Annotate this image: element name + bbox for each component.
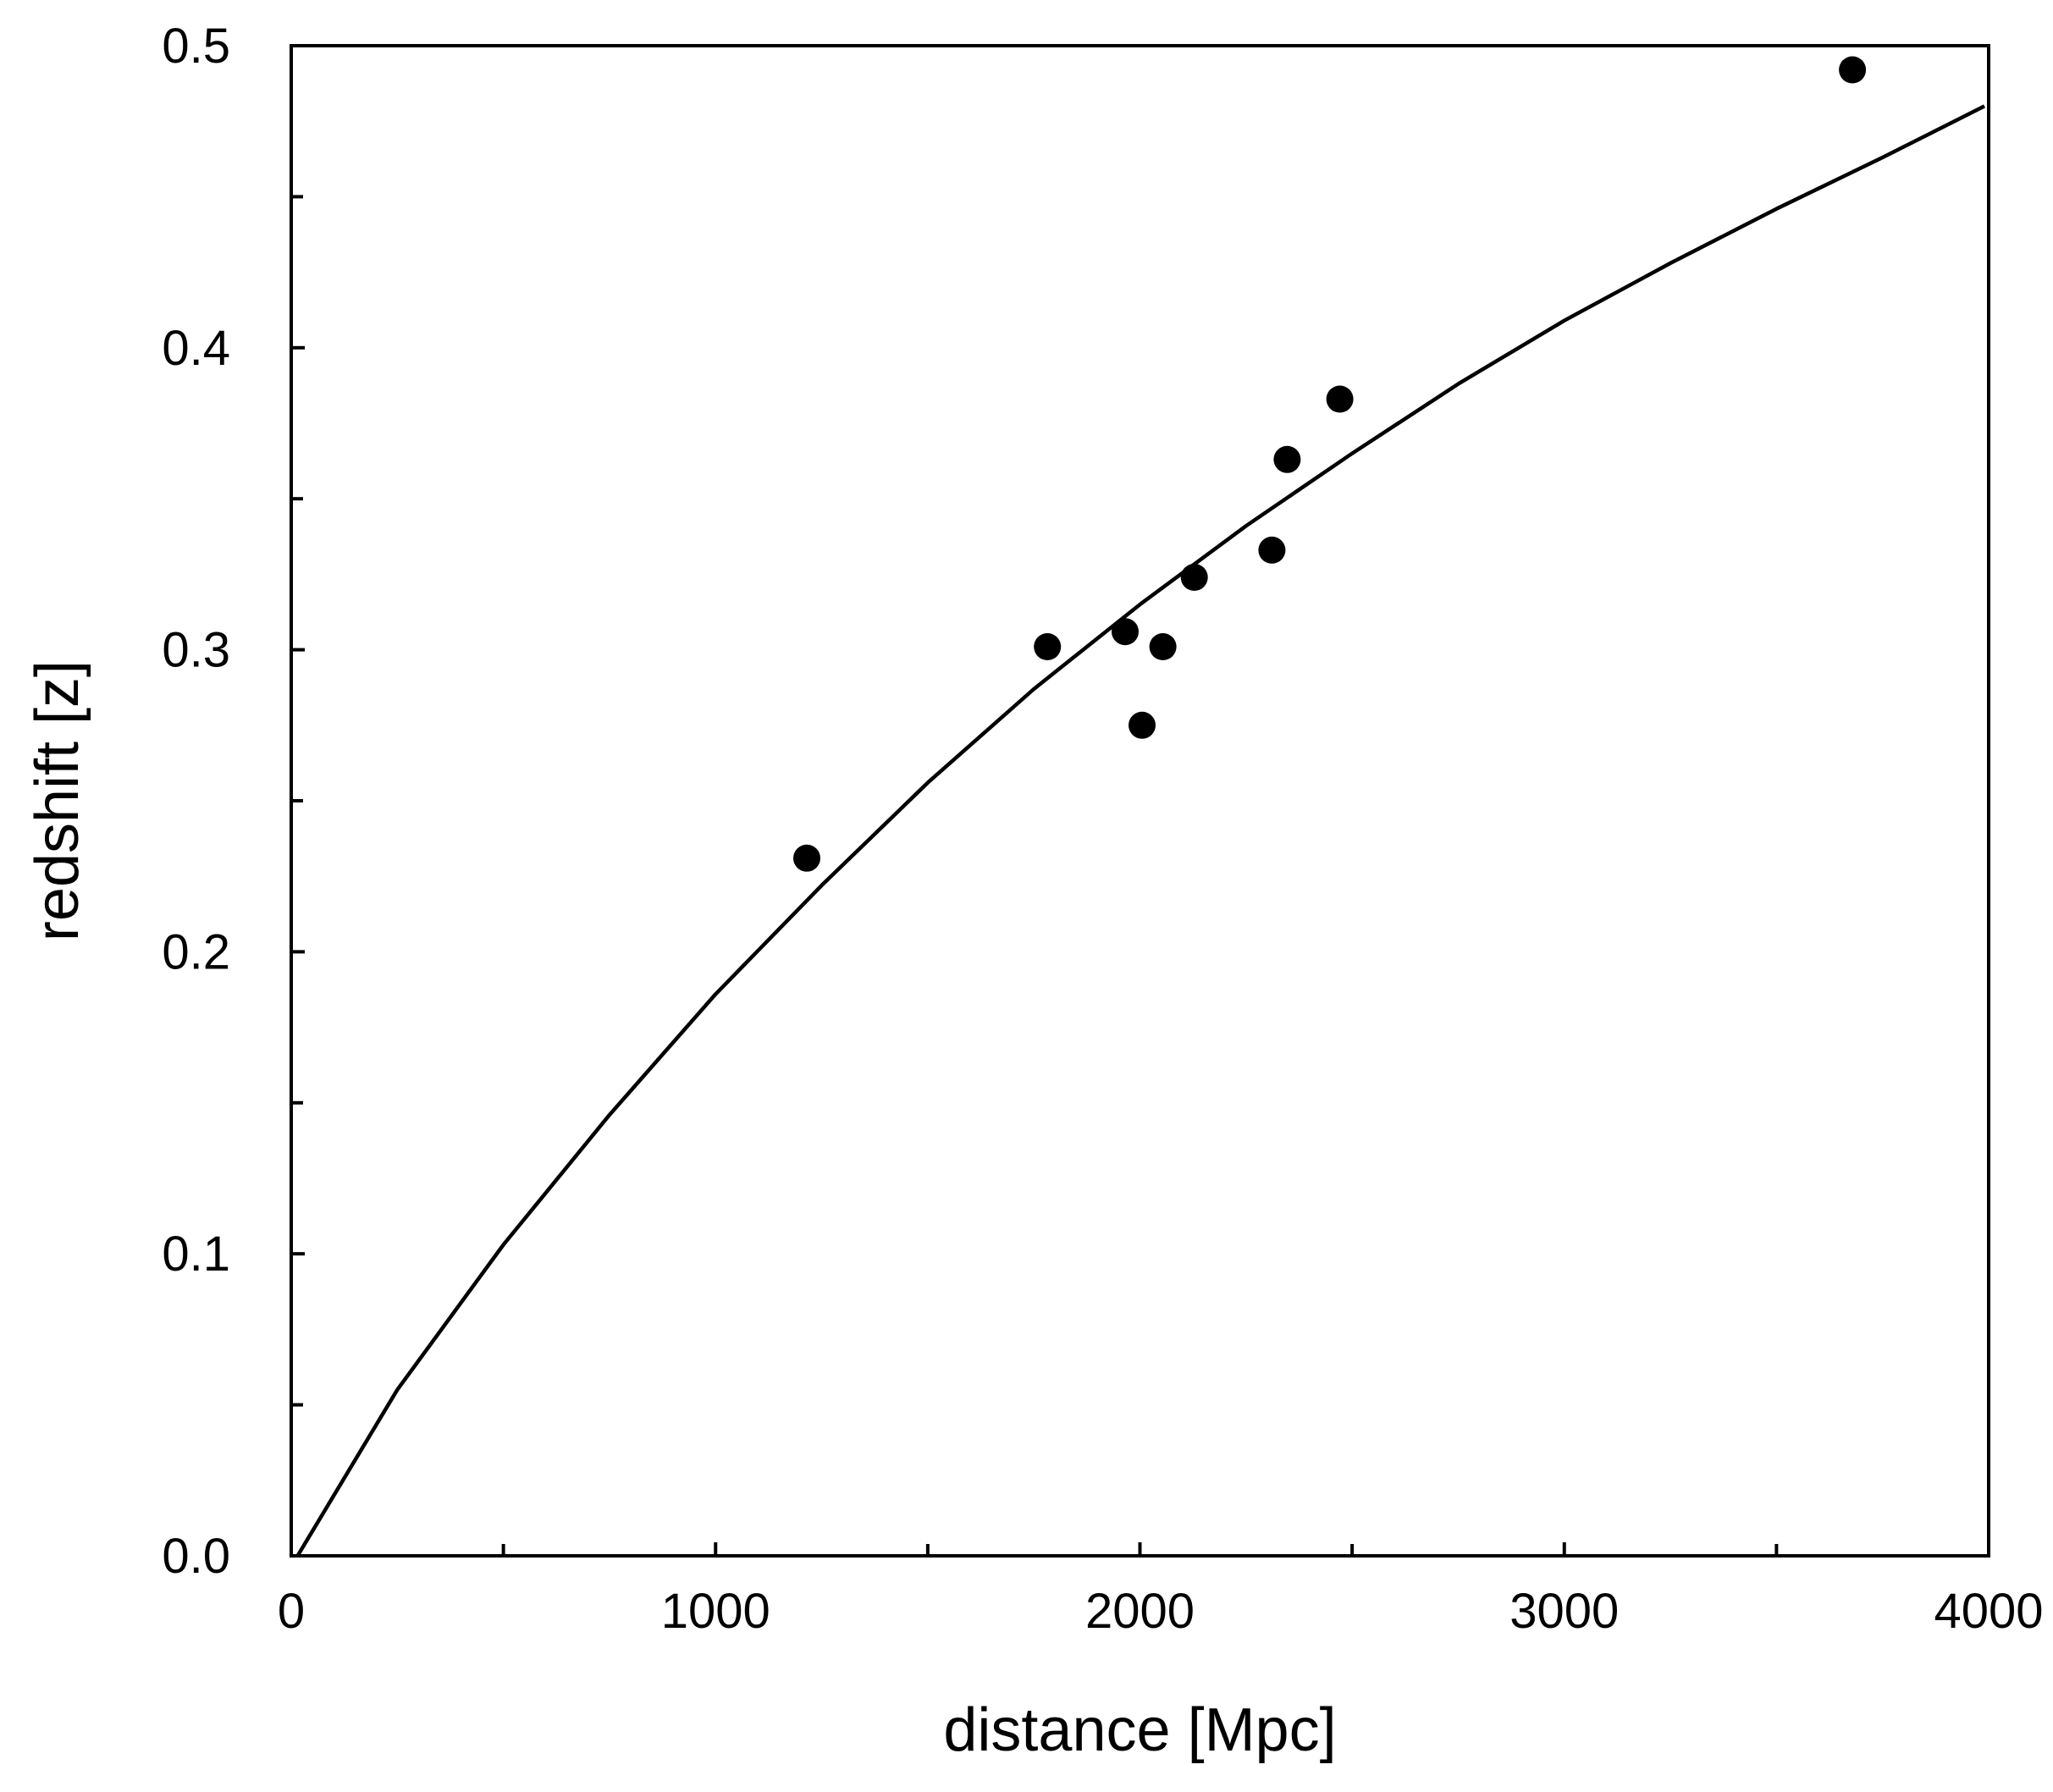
data-point xyxy=(1129,711,1156,739)
x-axis-title: distance [Mpc] xyxy=(943,1696,1336,1764)
data-point xyxy=(1034,633,1062,660)
points-layer xyxy=(793,56,1867,872)
tick-labels-layer: 0 1000 2000 3000 4000 0.0 0.1 0.2 0.3 0.4 0.5 xyxy=(162,19,2043,1639)
x-tick-label: 3000 xyxy=(1509,1584,1619,1639)
data-point xyxy=(1180,564,1208,591)
ticks-layer xyxy=(290,44,1990,1558)
data-point xyxy=(1273,445,1301,473)
x-tick-label: 1000 xyxy=(661,1584,770,1639)
data-point xyxy=(1839,56,1867,84)
data-point xyxy=(1326,385,1354,413)
x-tick-label: 4000 xyxy=(1934,1584,2043,1639)
data-point xyxy=(793,844,820,872)
y-tick-label: 0.4 xyxy=(162,321,230,376)
y-tick-label: 0.0 xyxy=(162,1529,230,1584)
data-point xyxy=(1112,618,1139,646)
y-tick-label: 0.2 xyxy=(162,924,230,979)
y-axis-title: redshift [z] xyxy=(24,660,91,941)
y-tick-label: 0.3 xyxy=(162,623,230,678)
data-point xyxy=(1149,633,1177,660)
y-tick-label: 0.5 xyxy=(162,19,230,74)
data-point xyxy=(1258,536,1286,564)
x-tick-label: 2000 xyxy=(1085,1584,1195,1639)
plot-frame xyxy=(290,44,1990,1558)
x-tick-label: 0 xyxy=(278,1584,305,1639)
fit-curve xyxy=(295,104,1986,1558)
y-tick-label: 0.1 xyxy=(162,1227,230,1282)
